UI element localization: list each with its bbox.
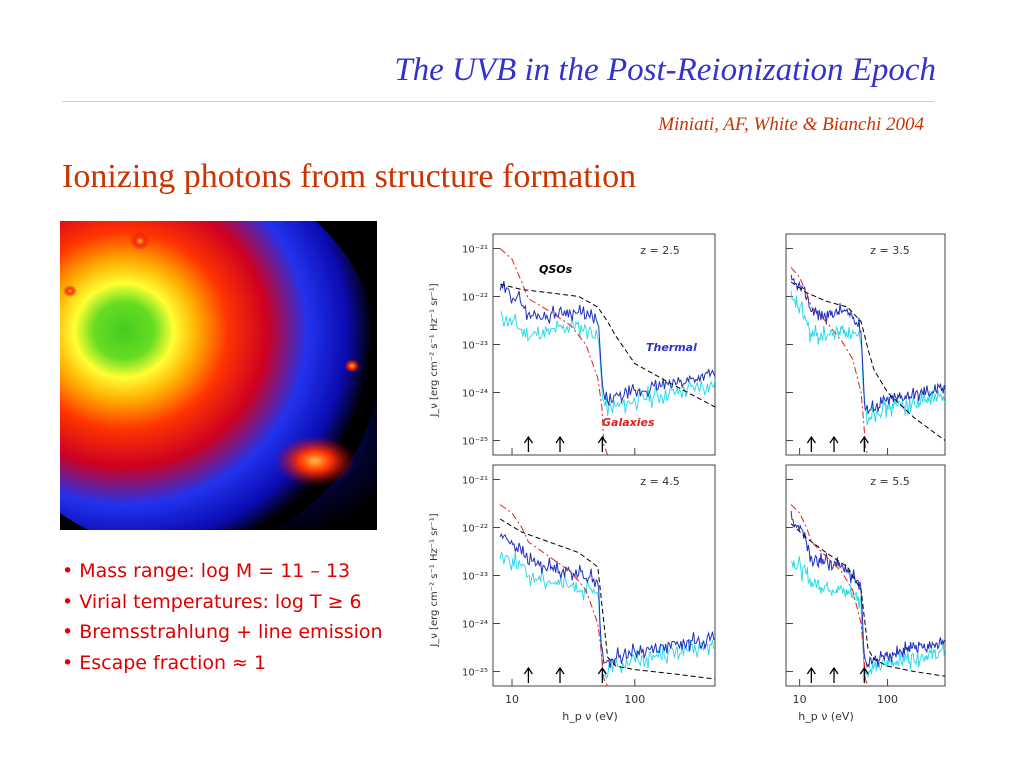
bullet-list: Mass range: log M = 11 – 13 Virial tempe… <box>62 556 412 678</box>
panel-4-series-thermal-light <box>790 556 946 681</box>
panel-4-series-thermal-dark <box>790 510 946 669</box>
slide-title: The UVB in the Post-Reionization Epoch <box>394 52 936 88</box>
panel-4-edge-arrow-head <box>829 666 839 675</box>
panel-1-y-tick-label: 10⁻²⁵ <box>462 437 488 448</box>
panel-3-y-tick-label: 10⁻²⁵ <box>462 668 488 679</box>
bullet-virial-temperature: Virial temperatures: log T ≥ 6 <box>62 587 412 618</box>
panel-2-series-qsos <box>790 281 946 441</box>
bullet-mass-range: Mass range: log M = 11 – 13 <box>62 556 412 587</box>
panel-1-y-tick-label: 10⁻²³ <box>462 341 488 352</box>
panel-1-series-galaxies <box>499 248 609 456</box>
panel-2-edge-arrow-head <box>859 435 869 444</box>
panel-3-series-qsos <box>499 518 716 680</box>
panel-1-edge-arrow-head <box>555 435 565 444</box>
title-divider <box>62 101 934 102</box>
y-axis-label-top: J_ν [erg cm⁻² s⁻¹ Hz⁻¹ sr⁻¹] <box>429 283 440 417</box>
panel-3-series-thermal-dark <box>499 532 716 669</box>
annotation-thermal: Thermal <box>646 341 697 354</box>
panel-4-edge-arrow-head <box>859 666 869 675</box>
panel-4-x-tick-label: 100 <box>877 693 898 706</box>
bullet-emission: Bremsstrahlung + line emission <box>62 617 412 648</box>
panel-3-series-thermal-light <box>499 550 716 680</box>
panel-2-redshift-label: z = 3.5 <box>870 244 909 257</box>
panel-3-x-tick-label: 100 <box>624 693 645 706</box>
panel-3-redshift-label: z = 4.5 <box>640 475 679 488</box>
panel-1-series-qsos <box>499 283 716 408</box>
simulation-image <box>60 221 377 530</box>
panel-3-y-tick-label: 10⁻²³ <box>462 572 488 583</box>
panel-2-frame <box>785 233 946 456</box>
panel-3-y-tick-label: 10⁻²¹ <box>462 475 488 486</box>
panel-3-edge-arrow-head <box>523 666 533 675</box>
annotation-qsos: QSOs <box>539 263 573 276</box>
annotation-galaxies: Galaxies <box>602 416 655 429</box>
panel-1-edge-arrow-head <box>597 435 607 444</box>
panel-3-x-tick-label: 10 <box>505 693 519 706</box>
x-axis-label-right: h_p ν (eV) <box>798 710 853 723</box>
panel-1-redshift-label: z = 2.5 <box>640 244 679 257</box>
panel-2-series-galaxies <box>790 267 869 456</box>
panel-3-edge-arrow-head <box>597 666 607 675</box>
bullet-escape-fraction: Escape fraction ≈ 1 <box>62 648 412 679</box>
panel-1-y-tick-label: 10⁻²⁴ <box>462 389 488 400</box>
y-axis-label-bottom: J_ν [erg cm⁻² s⁻¹ Hz⁻¹ sr⁻¹] <box>429 513 440 647</box>
panel-1-edge-arrow-head <box>523 435 533 444</box>
panel-4-series-qsos <box>790 523 946 677</box>
panel-3-series-galaxies <box>499 504 609 687</box>
panel-2-edge-arrow-head <box>806 435 816 444</box>
panel-2-series-thermal-light <box>790 291 946 425</box>
panel-4-x-tick-label: 10 <box>793 693 807 706</box>
panel-3-edge-arrow-head <box>555 666 565 675</box>
section-heading: Ionizing photons from structure formatio… <box>62 158 637 195</box>
panel-4-edge-arrow-head <box>806 666 816 675</box>
panel-1-y-tick-label: 10⁻²² <box>462 292 488 303</box>
panel-4-series-galaxies <box>790 504 869 687</box>
panel-1-y-tick-label: 10⁻²¹ <box>462 244 488 255</box>
panel-3-y-tick-label: 10⁻²² <box>462 523 488 534</box>
panel-1-series-thermal-light <box>500 311 716 416</box>
panel-4-frame <box>785 464 946 687</box>
panel-3-y-tick-label: 10⁻²⁴ <box>462 620 488 631</box>
uvb-spectrum-chart: 10⁻²¹ 10⁻²² 10⁻²³ 10⁻²⁴ 10⁻²⁵ z = 2.5 z = 3.5 1… <box>429 233 946 723</box>
panel-2-edge-arrow-head <box>829 435 839 444</box>
citation: Miniati, AF, White & Bianchi 2004 <box>658 114 924 135</box>
x-axis-label-left: h_p ν (eV) <box>562 710 617 723</box>
panel-2-series-thermal-dark <box>790 274 946 416</box>
panel-4-redshift-label: z = 5.5 <box>870 475 909 488</box>
panel-1-series-thermal-dark <box>499 281 716 406</box>
